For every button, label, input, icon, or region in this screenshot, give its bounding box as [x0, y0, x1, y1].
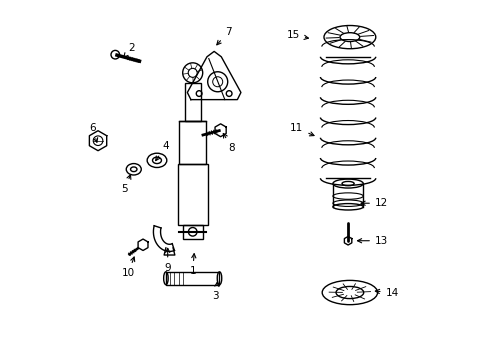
Text: 2: 2: [123, 43, 135, 58]
Bar: [177, 164, 207, 225]
Text: 10: 10: [122, 257, 135, 278]
Text: 7: 7: [216, 27, 231, 45]
Text: 8: 8: [223, 134, 235, 153]
Text: 1: 1: [189, 254, 196, 276]
Text: 5: 5: [122, 175, 131, 194]
Text: 6: 6: [89, 123, 98, 142]
Text: 13: 13: [357, 236, 387, 246]
Text: 3: 3: [212, 282, 219, 301]
Text: 4: 4: [155, 141, 169, 161]
Bar: [165, 272, 219, 285]
Text: 15: 15: [286, 30, 308, 40]
Text: 11: 11: [289, 123, 313, 136]
Bar: [184, 83, 200, 121]
Text: 14: 14: [375, 288, 398, 297]
Text: 12: 12: [360, 198, 387, 208]
Text: 9: 9: [164, 248, 171, 273]
Bar: [179, 121, 206, 164]
Bar: [183, 225, 203, 239]
